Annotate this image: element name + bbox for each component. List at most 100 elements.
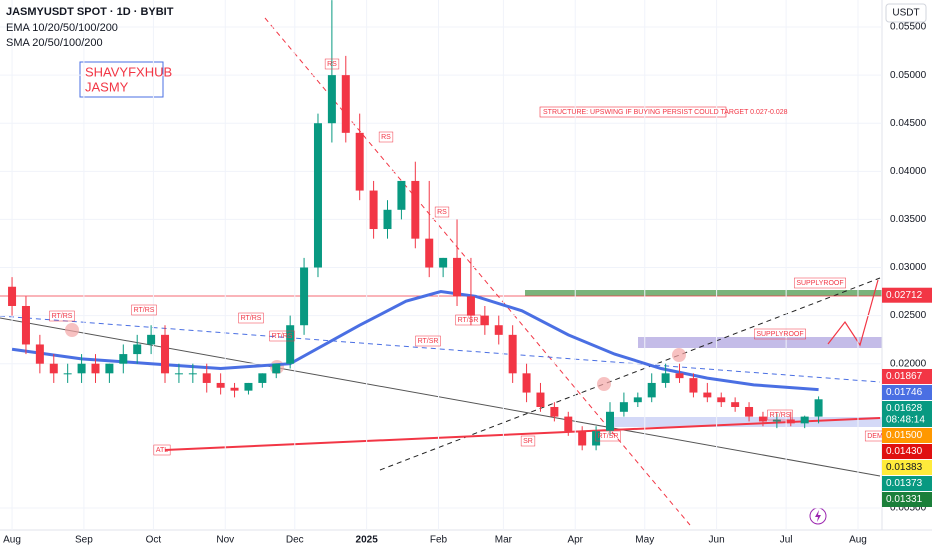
candle-body bbox=[188, 373, 197, 375]
price-label: 0.01500 bbox=[886, 430, 923, 441]
annotation: SUPPLYROOF bbox=[796, 280, 843, 287]
supply-zone bbox=[638, 337, 882, 348]
candle-body bbox=[133, 344, 142, 355]
candle-body bbox=[758, 416, 767, 422]
candle-body bbox=[592, 431, 601, 446]
annotation: SR bbox=[523, 438, 533, 445]
candle-body bbox=[494, 325, 503, 335]
candle-body bbox=[49, 363, 58, 374]
candle-body bbox=[522, 373, 531, 393]
candle-body bbox=[161, 334, 170, 374]
price-badge bbox=[882, 287, 932, 303]
candle-body bbox=[174, 373, 183, 375]
candle-body bbox=[703, 392, 712, 398]
candle-body bbox=[466, 296, 475, 316]
candle-body bbox=[411, 180, 420, 239]
candle-body bbox=[619, 402, 628, 412]
candle-body bbox=[8, 286, 17, 306]
annotation-box bbox=[595, 430, 621, 442]
annotation: SUPPLYROOF bbox=[756, 331, 803, 338]
note-box bbox=[539, 106, 727, 118]
x-tick-label: Aug bbox=[849, 535, 867, 546]
annotation-box bbox=[49, 310, 75, 322]
x-tick-label: Apr bbox=[567, 535, 583, 546]
currency: USDT bbox=[892, 8, 919, 19]
candle-body bbox=[661, 373, 670, 383]
y-tick-label: 0.05500 bbox=[890, 22, 927, 33]
annotation: RT/SR bbox=[598, 433, 619, 440]
candle-body bbox=[453, 257, 462, 297]
candle-body bbox=[105, 363, 114, 374]
currency-box bbox=[885, 3, 927, 23]
marker bbox=[597, 377, 611, 391]
price-badge bbox=[882, 459, 932, 475]
note: STRUCTURE: UPSWING IF BUYING PERSIST COU… bbox=[543, 109, 788, 116]
annotation: RT/SR bbox=[418, 338, 439, 345]
candle-body bbox=[147, 334, 156, 345]
x-tick-label: 2025 bbox=[356, 535, 379, 546]
annotation-box bbox=[520, 435, 536, 447]
x-tick-label: Dec bbox=[286, 535, 304, 546]
price-badge bbox=[882, 443, 932, 459]
candle-body bbox=[91, 363, 100, 374]
price-badge bbox=[882, 491, 932, 507]
supply-zone bbox=[525, 290, 882, 296]
x-tick-label: May bbox=[635, 535, 654, 546]
indicator-label: SMA 20/50/100/200 bbox=[6, 37, 103, 49]
watermark-box bbox=[79, 61, 164, 98]
y-tick-label: 0.02000 bbox=[890, 358, 927, 369]
candle-body bbox=[300, 267, 309, 326]
price-badge bbox=[882, 400, 932, 427]
candle-body bbox=[439, 257, 448, 268]
annotation: ATL bbox=[156, 447, 168, 454]
candle-body bbox=[647, 382, 656, 398]
candle-body bbox=[216, 382, 225, 388]
projection-arrow bbox=[827, 279, 879, 347]
price-label: 0.01746 bbox=[886, 387, 923, 398]
candle-body bbox=[272, 363, 281, 374]
annotation-box bbox=[238, 312, 264, 324]
candle-body bbox=[369, 190, 378, 230]
candle-body bbox=[800, 416, 809, 424]
x-tick-label: Sep bbox=[75, 535, 93, 546]
annotation: DEM bbox=[867, 433, 883, 440]
candle-body bbox=[731, 402, 740, 407]
candle-body bbox=[425, 238, 434, 268]
x-tick-label: Oct bbox=[146, 535, 162, 546]
indicator-label: EMA 10/20/50/100/200 bbox=[6, 22, 118, 34]
candle-body bbox=[536, 392, 545, 407]
price-label: 0.01628 bbox=[886, 403, 923, 414]
annotation: RS bbox=[381, 134, 391, 141]
annotation-box bbox=[455, 314, 481, 326]
annotation: RT/RS bbox=[241, 315, 262, 322]
annotation-box bbox=[794, 277, 846, 289]
y-tick-label: 0.03000 bbox=[890, 262, 927, 273]
annotation-box bbox=[754, 328, 806, 340]
x-tick-label: Jun bbox=[709, 535, 725, 546]
candle-body bbox=[675, 373, 684, 379]
candle-body bbox=[605, 411, 614, 432]
candle-body bbox=[786, 419, 795, 424]
trend-line bbox=[0, 315, 881, 383]
candle-body bbox=[21, 305, 30, 345]
candle-body bbox=[244, 382, 253, 391]
candle-body bbox=[258, 373, 267, 383]
candle-body bbox=[63, 373, 72, 375]
annotation-box bbox=[378, 131, 394, 143]
annotation: RT/SR bbox=[458, 317, 479, 324]
drawings bbox=[0, 0, 932, 531]
candle-body bbox=[689, 378, 698, 393]
candle-body bbox=[717, 397, 726, 403]
candle-body bbox=[383, 209, 392, 230]
x-tick-label: Aug bbox=[3, 535, 21, 546]
candle-body bbox=[327, 75, 336, 124]
annotation: RT/RS bbox=[770, 412, 791, 419]
y-tick-label: 0.05000 bbox=[890, 70, 927, 81]
annotation: RT/RS bbox=[134, 307, 155, 314]
candle-body bbox=[745, 406, 754, 417]
price-badge bbox=[882, 368, 932, 384]
candle-body bbox=[564, 416, 573, 432]
